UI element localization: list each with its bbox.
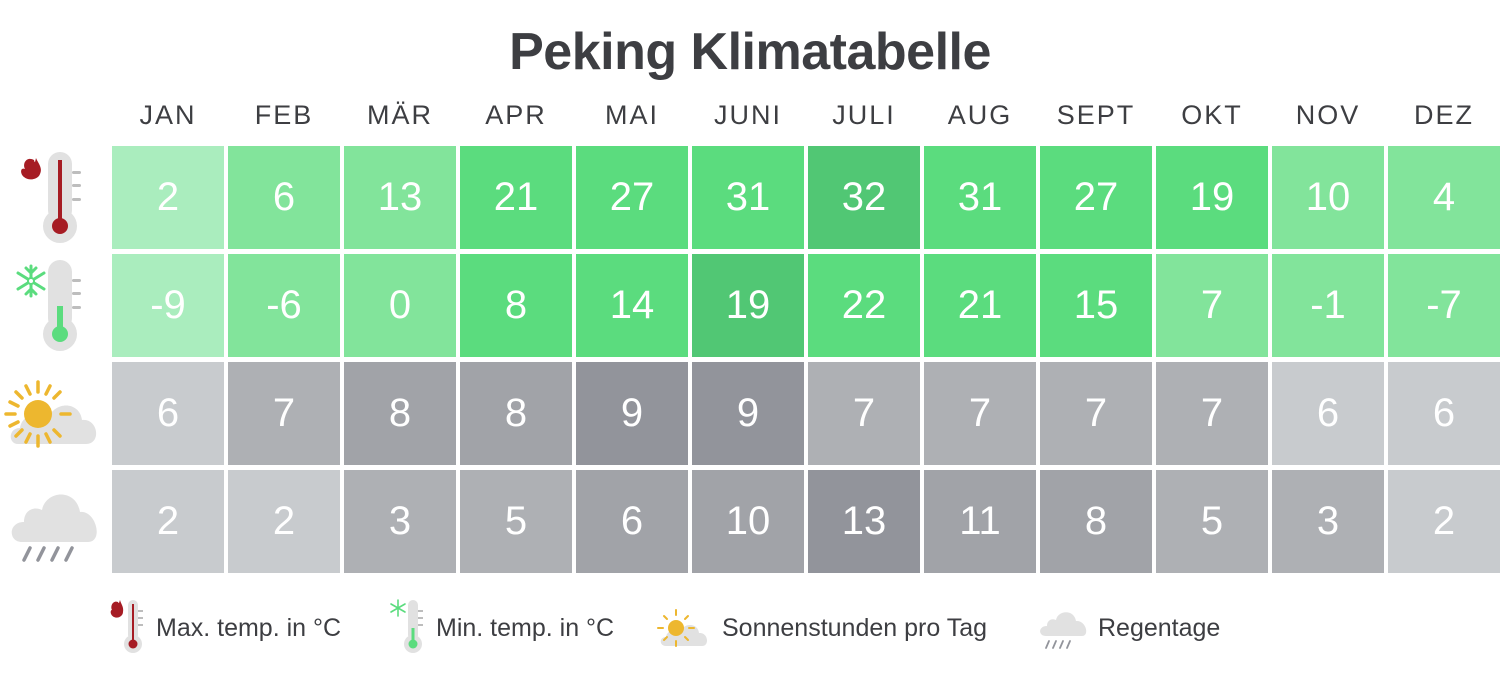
month-feb: FEB bbox=[254, 100, 314, 130]
legend-sun-hours: Sonnenstunden pro Tag bbox=[656, 596, 987, 660]
cell-rain-days: 10 bbox=[692, 470, 804, 573]
cell-min-temp: 21 bbox=[924, 254, 1036, 357]
cell-min-temp: 8 bbox=[460, 254, 572, 357]
row-rain-days: 2 2 3 5 6 10 13 11 8 5 3 2 bbox=[112, 470, 1500, 573]
cell-max-temp: 2 bbox=[112, 146, 224, 249]
month-apr: APR bbox=[485, 100, 547, 130]
rain-cloud-icon bbox=[11, 494, 97, 562]
cell-rain-days: 2 bbox=[112, 470, 224, 573]
cell-sun-hours: 8 bbox=[344, 362, 456, 465]
cell-min-temp: -6 bbox=[228, 254, 340, 357]
cell-rain-days: 2 bbox=[228, 470, 340, 573]
cell-max-temp: 31 bbox=[692, 146, 804, 249]
cell-rain-days: 5 bbox=[1156, 470, 1268, 573]
row-max-temp: 2 6 13 21 27 31 32 31 27 19 10 4 bbox=[112, 146, 1500, 249]
cell-sun-hours: 7 bbox=[924, 362, 1036, 465]
cell-min-temp: -7 bbox=[1388, 254, 1500, 357]
rain-cloud-icon bbox=[1040, 612, 1087, 649]
cell-min-temp: 15 bbox=[1040, 254, 1152, 357]
climate-table: 2 6 13 21 27 31 32 31 27 19 10 4 -9 -6 0… bbox=[112, 146, 1500, 573]
month-sept: SEPT bbox=[1056, 100, 1136, 130]
month-mai: MAI bbox=[604, 100, 659, 130]
cell-sun-hours: 7 bbox=[228, 362, 340, 465]
legend-sun-hours-label: Sonnenstunden pro Tag bbox=[722, 613, 988, 642]
cell-max-temp: 27 bbox=[576, 146, 688, 249]
cell-max-temp: 32 bbox=[808, 146, 920, 249]
cell-sun-hours: 6 bbox=[112, 362, 224, 465]
cell-min-temp: -9 bbox=[112, 254, 224, 357]
month-jan: JAN bbox=[139, 100, 197, 130]
cell-rain-days: 2 bbox=[1388, 470, 1500, 573]
cell-max-temp: 21 bbox=[460, 146, 572, 249]
legend-min-temp-label: Min. temp. in °C bbox=[436, 613, 615, 642]
thermometer-hot-icon bbox=[110, 600, 143, 653]
cell-rain-days: 5 bbox=[460, 470, 572, 573]
cell-sun-hours: 6 bbox=[1272, 362, 1384, 465]
cell-rain-days: 11 bbox=[924, 470, 1036, 573]
legend-max-temp-label: Max. temp. in °C bbox=[156, 613, 342, 642]
thermometer-cold-icon bbox=[16, 260, 81, 351]
cell-min-temp: 19 bbox=[692, 254, 804, 357]
cell-sun-hours: 9 bbox=[692, 362, 804, 465]
cell-max-temp: 10 bbox=[1272, 146, 1384, 249]
sun-cloud-icon bbox=[4, 380, 97, 448]
month-mar: MÄR bbox=[367, 100, 433, 130]
cell-min-temp: 7 bbox=[1156, 254, 1268, 357]
month-okt: OKT bbox=[1181, 100, 1243, 130]
cell-min-temp: 22 bbox=[808, 254, 920, 357]
month-aug: AUG bbox=[947, 100, 1013, 130]
cell-rain-days: 8 bbox=[1040, 470, 1152, 573]
legend-max-temp: Max. temp. in °C bbox=[108, 596, 341, 660]
cell-max-temp: 27 bbox=[1040, 146, 1152, 249]
month-juli: JULI bbox=[832, 100, 896, 130]
month-juni: JUNI bbox=[714, 100, 782, 130]
thermometer-hot-icon bbox=[21, 152, 81, 243]
cell-max-temp: 4 bbox=[1388, 146, 1500, 249]
cell-min-temp: 14 bbox=[576, 254, 688, 357]
thermometer-cold-icon bbox=[390, 599, 423, 653]
legend-rain-days-label: Regentage bbox=[1098, 613, 1221, 642]
cell-max-temp: 19 bbox=[1156, 146, 1268, 249]
cell-max-temp: 6 bbox=[228, 146, 340, 249]
row-min-temp: -9 -6 0 8 14 19 22 21 15 7 -1 -7 bbox=[112, 254, 1500, 357]
month-nov: NOV bbox=[1295, 100, 1361, 130]
cell-sun-hours: 7 bbox=[1040, 362, 1152, 465]
sun-cloud-icon bbox=[657, 609, 708, 647]
cell-sun-hours: 9 bbox=[576, 362, 688, 465]
month-dez: DEZ bbox=[1414, 100, 1474, 130]
cell-sun-hours: 7 bbox=[1156, 362, 1268, 465]
page-title: Peking Klimatabelle bbox=[509, 23, 991, 81]
cell-max-temp: 31 bbox=[924, 146, 1036, 249]
legend: Max. temp. in °C Min. temp. in °C bbox=[0, 596, 1500, 660]
cell-rain-days: 3 bbox=[344, 470, 456, 573]
legend-rain-days: Regentage bbox=[1036, 596, 1220, 660]
cell-rain-days: 13 bbox=[808, 470, 920, 573]
row-sun-hours: 6 7 8 8 9 9 7 7 7 7 6 6 bbox=[112, 362, 1500, 465]
month-header: JAN FEB MÄR APR MAI JUNI JULI AUG SEPT O… bbox=[112, 100, 1500, 131]
cell-rain-days: 3 bbox=[1272, 470, 1384, 573]
cell-min-temp: 0 bbox=[344, 254, 456, 357]
cell-sun-hours: 8 bbox=[460, 362, 572, 465]
cell-rain-days: 6 bbox=[576, 470, 688, 573]
cell-sun-hours: 6 bbox=[1388, 362, 1500, 465]
legend-min-temp: Min. temp. in °C bbox=[388, 596, 614, 660]
cell-min-temp: -1 bbox=[1272, 254, 1384, 357]
cell-sun-hours: 7 bbox=[808, 362, 920, 465]
cell-max-temp: 13 bbox=[344, 146, 456, 249]
